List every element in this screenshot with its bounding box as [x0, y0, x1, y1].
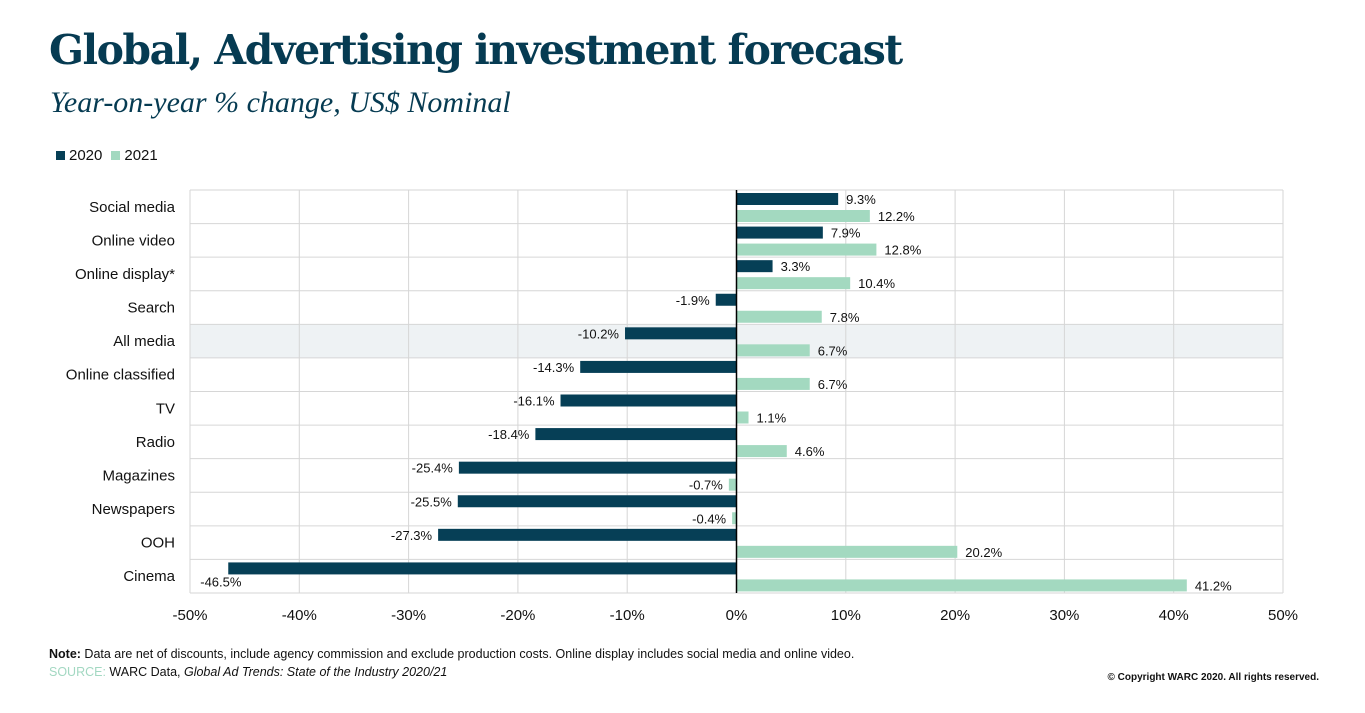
- data-label-2021: 1.1%: [757, 411, 787, 426]
- data-label-2020: -25.5%: [411, 494, 453, 509]
- x-tick-label: -30%: [391, 607, 426, 624]
- bar-2020: [535, 428, 737, 441]
- data-label-2020: -18.4%: [488, 427, 530, 442]
- bar-2020: [228, 562, 737, 575]
- x-tick-label: 50%: [1268, 607, 1298, 624]
- legend-label-2021: 2021: [124, 147, 158, 164]
- data-label-2020: -27.3%: [391, 528, 433, 543]
- category-label: Newspapers: [92, 501, 175, 518]
- data-label-2021: 12.8%: [884, 243, 921, 258]
- bar-2021: [736, 243, 877, 256]
- x-tick-label: -40%: [282, 607, 317, 624]
- data-label-2021: 4.6%: [795, 444, 825, 459]
- legend-item-2020: 2020: [56, 147, 102, 164]
- bar-2021: [728, 478, 737, 491]
- bar-2021: [736, 344, 810, 357]
- data-label-2020: 7.9%: [831, 226, 861, 241]
- bar-2021: [736, 411, 749, 424]
- category-label: Cinema: [123, 568, 175, 585]
- data-label-2020: -25.4%: [412, 461, 454, 476]
- bar-2020: [438, 528, 737, 541]
- bar-2020: [736, 260, 773, 273]
- x-tick-label: -20%: [500, 607, 535, 624]
- bar-2021: [736, 579, 1187, 592]
- category-label: Social media: [89, 199, 176, 216]
- bar-2021: [732, 512, 737, 525]
- footnote: Note: Data are net of discounts, include…: [49, 647, 854, 661]
- note-label: Note:: [49, 647, 81, 661]
- x-tick-label: 30%: [1049, 607, 1079, 624]
- category-label: Online classified: [66, 367, 175, 384]
- bar-2021: [736, 445, 787, 458]
- bar-2021: [736, 377, 810, 390]
- source-label: SOURCE:: [49, 665, 106, 679]
- x-tick-label: 20%: [940, 607, 970, 624]
- data-label-2021: -0.4%: [692, 511, 726, 526]
- category-label: Radio: [136, 434, 175, 451]
- data-label-2020: 9.3%: [846, 192, 876, 207]
- category-label: All media: [113, 333, 175, 350]
- category-label: Online video: [92, 232, 175, 249]
- category-label: OOH: [141, 535, 175, 552]
- data-label-2020: 3.3%: [781, 259, 811, 274]
- bar-2020: [580, 360, 737, 373]
- bar-2021: [736, 310, 822, 323]
- legend-item-2021: 2021: [111, 147, 158, 164]
- copyright: © Copyright WARC 2020. All rights reserv…: [1107, 672, 1320, 683]
- data-label-2020: -16.1%: [513, 394, 555, 409]
- x-tick-label: -50%: [172, 607, 207, 624]
- bar-2020: [625, 327, 737, 340]
- bar-2021: [736, 210, 870, 222]
- bar-2021: [736, 277, 851, 290]
- legend-swatch-2021: [111, 151, 121, 160]
- data-label-2020: -14.3%: [533, 360, 575, 375]
- chart-title: Global, Advertising investment forecast: [49, 26, 903, 74]
- data-label-2020: -1.9%: [676, 293, 710, 308]
- data-label-2021: 10.4%: [858, 276, 895, 291]
- source-title: Global Ad Trends: State of the Industry …: [183, 665, 448, 679]
- data-label-2021: 7.8%: [830, 310, 860, 325]
- x-tick-label: 40%: [1159, 607, 1189, 624]
- source-line: SOURCE: WARC Data, Global Ad Trends: Sta…: [49, 665, 447, 679]
- x-tick-label: -10%: [610, 607, 645, 624]
- legend-label-2020: 2020: [69, 147, 103, 164]
- bar-2020: [560, 394, 737, 407]
- data-label-2020: -46.5%: [200, 574, 242, 589]
- category-label: Magazines: [102, 467, 175, 484]
- legend-swatch-2020: [56, 151, 65, 160]
- bar-2020: [736, 193, 839, 205]
- data-label-2020: -10.2%: [578, 326, 620, 341]
- bar-2020: [457, 495, 737, 508]
- data-label-2021: 6.7%: [818, 377, 848, 392]
- x-tick-label: 10%: [831, 607, 861, 624]
- bar-2020: [736, 226, 823, 239]
- x-tick-label: 0%: [726, 607, 748, 624]
- bar-2020: [715, 293, 737, 306]
- category-label: TV: [156, 400, 175, 417]
- data-label-2021: 6.7%: [818, 343, 848, 358]
- category-label: Online display*: [75, 266, 175, 283]
- bar-2020: [458, 461, 737, 474]
- data-label-2021: -0.7%: [689, 478, 723, 493]
- bar-2021: [736, 545, 958, 558]
- legend: 2020 2021: [56, 147, 167, 164]
- data-label-2021: 41.2%: [1195, 578, 1232, 593]
- category-label: Search: [127, 300, 175, 317]
- data-label-2021: 20.2%: [965, 545, 1002, 560]
- source-text: WARC Data,: [105, 665, 184, 679]
- data-label-2021: 12.2%: [878, 209, 915, 224]
- chart-subtitle: Year-on-year % change, US$ Nominal: [50, 86, 511, 119]
- note-text: Data are net of discounts, include agenc…: [80, 647, 855, 661]
